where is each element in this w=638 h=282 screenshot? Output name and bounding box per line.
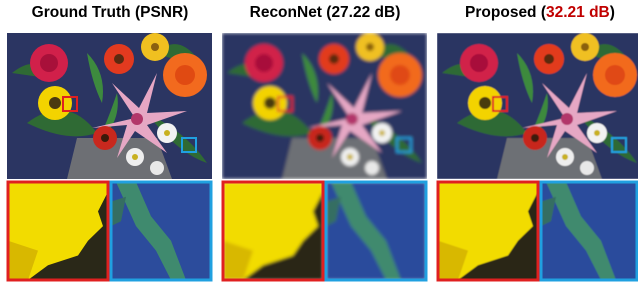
panel: ReconNet (27.22 dB) xyxy=(222,4,427,280)
panel: Ground Truth (PSNR) xyxy=(7,4,212,280)
title-part: Ground Truth (PSNR) xyxy=(32,4,189,21)
title-part: ) xyxy=(610,4,615,21)
panel-title: Proposed (32.21 dB) xyxy=(465,4,615,21)
figure: Ground Truth (PSNR) ReconNet (27.22 dB) … xyxy=(0,0,638,282)
panel: Proposed (32.21 dB) xyxy=(437,4,638,280)
panel-title: Ground Truth (PSNR) xyxy=(32,4,189,21)
panel-title: ReconNet (27.22 dB) xyxy=(250,4,401,21)
title-part: Proposed ( xyxy=(465,4,547,21)
title-part: ReconNet (27.22 dB) xyxy=(250,4,401,21)
title-part: 32.21 dB xyxy=(546,4,610,21)
